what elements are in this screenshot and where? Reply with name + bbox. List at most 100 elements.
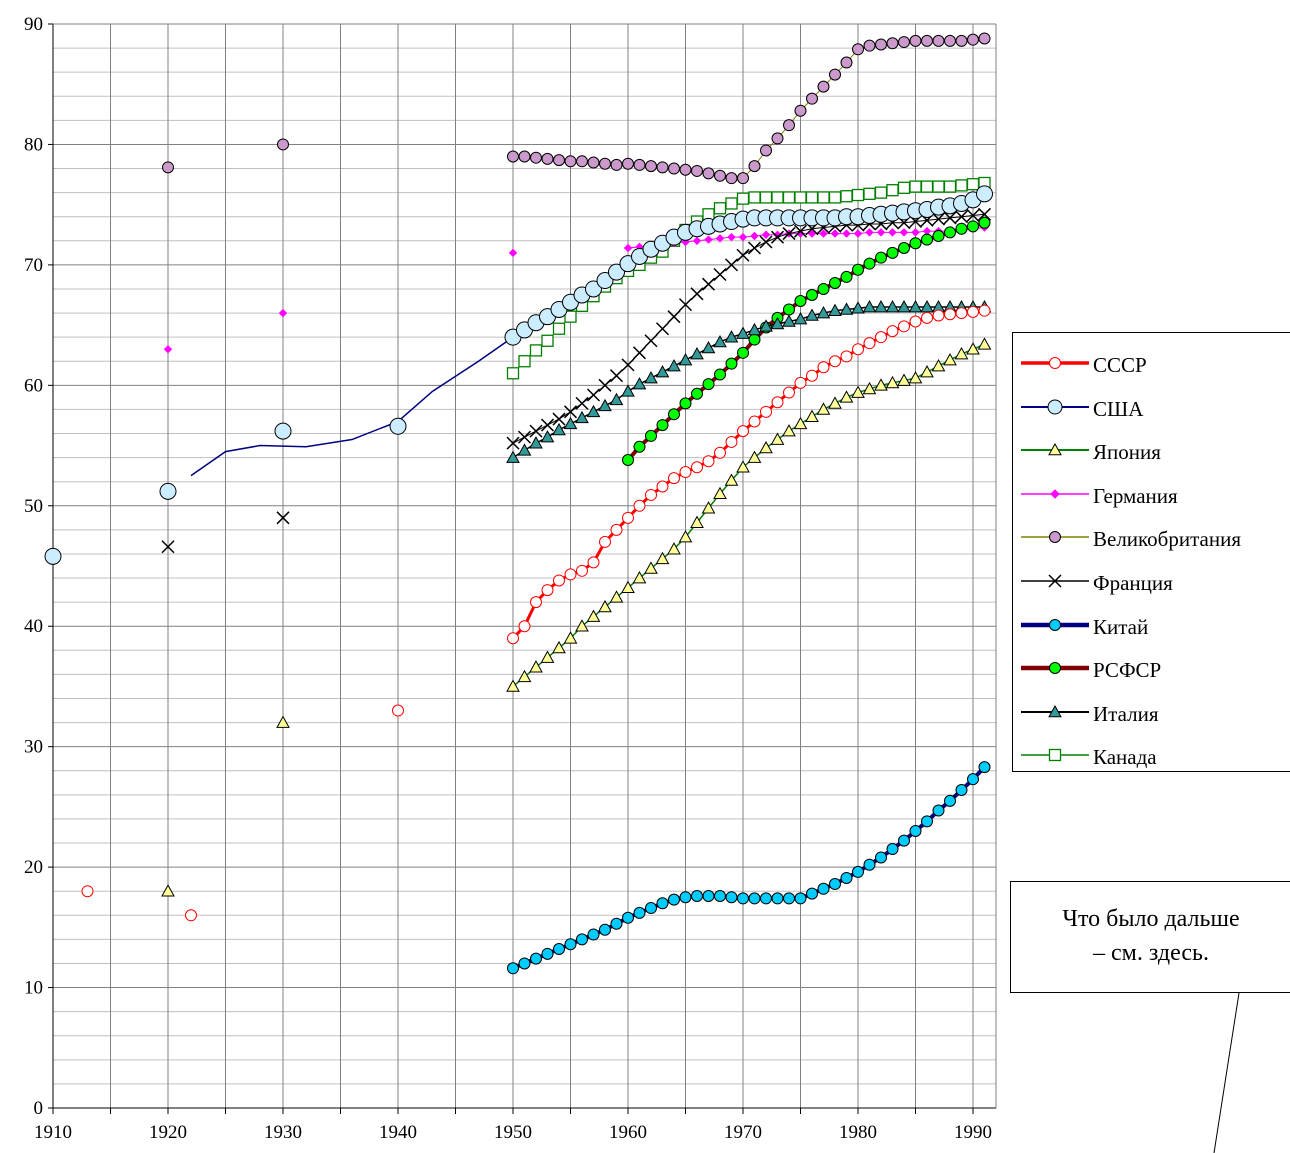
series-8-point [851, 301, 865, 314]
series-9-point [713, 202, 727, 215]
series-4-point [840, 56, 853, 69]
series-1-connector [190, 336, 514, 477]
series-0-point [656, 480, 669, 493]
series-7-point [622, 454, 634, 467]
series-9-point [529, 344, 543, 357]
series-7-point [668, 408, 680, 421]
series-5-point [655, 322, 670, 336]
y-tick-label: 80 [24, 134, 43, 155]
series-8-point [598, 398, 612, 412]
series-6-point [840, 871, 853, 884]
legend-swatch [1021, 399, 1089, 415]
series-6-point [760, 892, 772, 905]
series-3-point [830, 229, 840, 238]
series-6-point [599, 923, 611, 936]
series-6-point [541, 947, 554, 960]
series-5-point [667, 310, 681, 324]
series-4-point [668, 162, 680, 175]
note-line-1: Что было дальше [1062, 906, 1240, 932]
legend-swatch-marker [1049, 531, 1061, 544]
series-4-point [852, 43, 864, 56]
series-2-point [644, 561, 658, 574]
series-1-point [596, 272, 614, 290]
series-8-point [816, 306, 831, 319]
series-9-point [966, 178, 980, 191]
series-2-point [678, 530, 693, 543]
series-4-point [921, 34, 933, 47]
series-5-point [506, 436, 520, 450]
series-4 [162, 32, 991, 185]
series-5-point [517, 430, 532, 444]
series-4-point [967, 33, 979, 46]
series-4-point [507, 150, 519, 163]
series-0-point [840, 350, 853, 363]
series-2-point [621, 580, 635, 593]
series-4-point [886, 37, 899, 50]
series-7-point [691, 387, 703, 400]
series-5-point [782, 227, 796, 241]
series-4-point [541, 152, 554, 165]
series-0-line [511, 309, 985, 640]
series-6-point [806, 887, 818, 900]
note-box[interactable]: Что было дальше – см. здесь. [1010, 881, 1290, 993]
series-6-point [714, 890, 726, 903]
series-7-point [817, 282, 830, 295]
series-7-point [737, 346, 749, 359]
series-9-point [725, 197, 738, 210]
series-7-point [840, 270, 853, 283]
y-tick-label: 20 [24, 857, 43, 878]
series-8-point [540, 430, 555, 443]
series-0-point [564, 568, 577, 581]
series-8-point [586, 404, 601, 418]
y-tick-label: 70 [24, 255, 43, 276]
series-6-point [863, 858, 876, 871]
series-8-point [920, 300, 934, 313]
series-0-point [507, 632, 519, 645]
series-3-point [715, 234, 725, 243]
series-2-point [908, 371, 923, 384]
series-6-point [932, 804, 945, 817]
series-3-point [738, 232, 748, 242]
series-6-point [748, 892, 761, 905]
series-2-point [724, 473, 739, 486]
series-8-point [736, 326, 750, 339]
series-2-point [563, 631, 578, 644]
legend-item: Италия [1013, 692, 1290, 736]
series-5-point [747, 241, 762, 255]
grid [52, 23, 996, 1109]
legend-swatch-marker [1049, 357, 1061, 369]
series-2-point [586, 609, 601, 622]
legend-swatch-marker [1048, 574, 1062, 588]
series-7-point [714, 368, 726, 381]
series-4-point [898, 36, 910, 49]
series-8-point [897, 300, 911, 313]
series-7-point [702, 378, 715, 391]
series-9-point [863, 187, 876, 200]
series-4-point [714, 169, 726, 182]
series-3-point [508, 248, 518, 258]
series-1-point [585, 280, 602, 298]
series-7-point [932, 229, 945, 242]
series-1-point [389, 417, 407, 435]
series-4-point [806, 92, 818, 105]
legend-swatch-marker [1048, 443, 1062, 456]
series-2-point [931, 359, 946, 372]
series-2-point [793, 416, 808, 430]
series-3-point [727, 232, 736, 242]
series-5-point [759, 235, 773, 249]
series-0-point [737, 425, 749, 438]
series-3 [163, 223, 989, 354]
series-2-point [701, 501, 716, 514]
series-0-point [978, 304, 991, 317]
legend-swatch-marker [1048, 749, 1062, 762]
legend-item: СССР [1013, 343, 1290, 387]
series-6-point [955, 784, 968, 797]
series-7-point [794, 295, 807, 308]
legend-item: Канада [1013, 735, 1290, 779]
series-5-point [724, 258, 739, 272]
y-tick-label: 90 [24, 14, 43, 35]
series-4-point [978, 32, 991, 45]
series-9-point [909, 180, 922, 193]
series-9-point [506, 367, 520, 380]
series-6-point [656, 897, 669, 910]
